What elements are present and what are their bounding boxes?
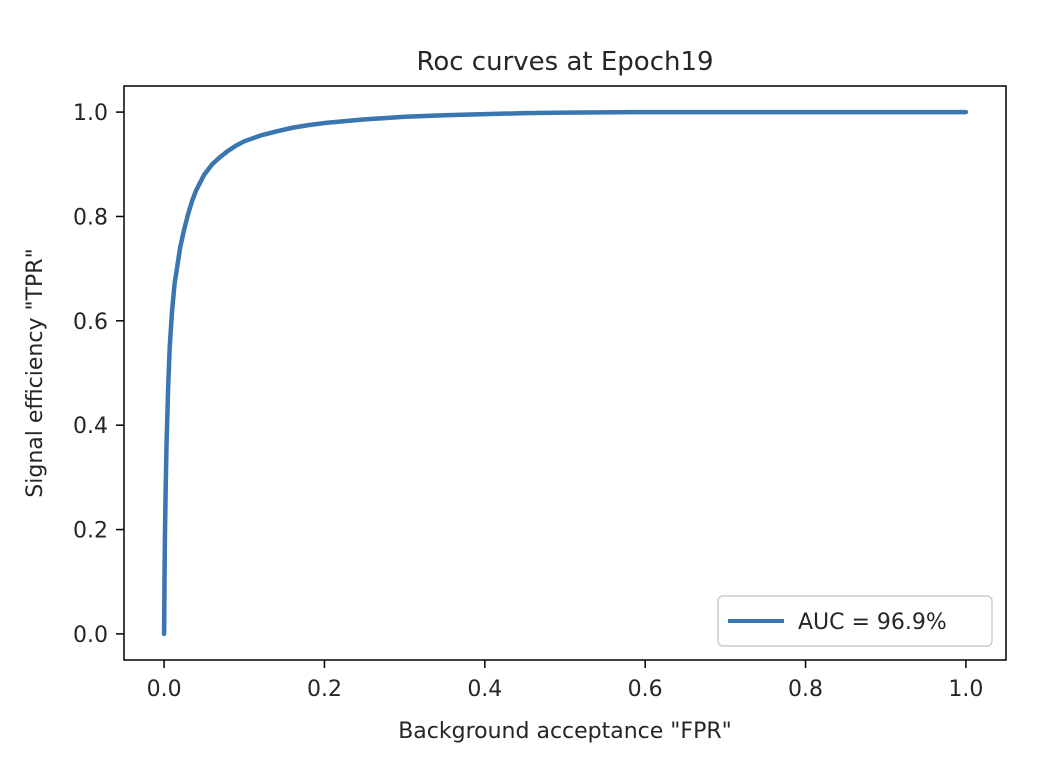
roc-series-line — [161, 109, 969, 637]
y-tick-label: 0.0 — [73, 623, 108, 648]
y-tick-label: 0.2 — [73, 519, 108, 544]
chart-title: Roc curves at Epoch19 — [416, 47, 713, 77]
y-tick-label: 0.4 — [73, 414, 108, 439]
y-tick-label: 0.8 — [73, 205, 108, 230]
x-tick-label: 0.2 — [307, 677, 342, 702]
plot-frame — [123, 85, 1007, 661]
series-layer — [161, 109, 969, 637]
x-tick-label: 0.0 — [147, 677, 182, 702]
legend: AUC = 96.9% — [717, 595, 993, 647]
y-tick-label: 0.6 — [73, 310, 108, 335]
y-axis-label: Signal efficiency "TPR" — [23, 248, 48, 497]
legend-label: AUC = 96.9% — [798, 610, 947, 635]
x-tick-label: 1.0 — [948, 677, 983, 702]
x-tick-label: 0.4 — [467, 677, 502, 702]
legend-box — [717, 595, 993, 647]
x-tick-label: 0.8 — [788, 677, 823, 702]
axis-ticks: 0.0 0.2 0.4 0.6 0.8 1.0 0.0 0.2 0.4 0.6 0.8 1.0 — [73, 101, 983, 702]
x-axis-label: Background acceptance "FPR" — [398, 719, 732, 744]
y-tick-label: 1.0 — [73, 101, 108, 126]
x-tick-label: 0.6 — [628, 677, 663, 702]
